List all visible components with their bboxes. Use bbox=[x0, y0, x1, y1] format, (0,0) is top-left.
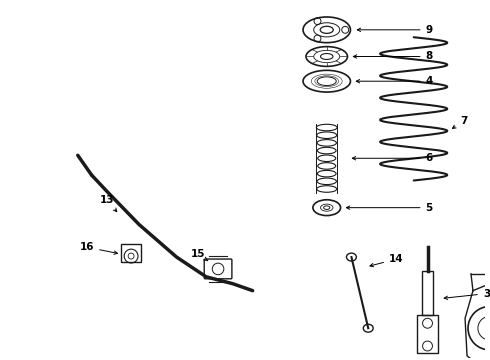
Text: 8: 8 bbox=[353, 51, 433, 62]
Text: 10: 10 bbox=[0, 359, 1, 360]
Bar bbox=[421, 271, 434, 315]
Text: 3: 3 bbox=[444, 289, 490, 300]
Text: 15: 15 bbox=[191, 249, 208, 261]
Text: 12: 12 bbox=[0, 359, 1, 360]
Text: 11: 11 bbox=[0, 359, 1, 360]
Bar bbox=[416, 315, 439, 353]
Text: 14: 14 bbox=[370, 254, 404, 267]
Text: 5: 5 bbox=[346, 203, 433, 213]
Text: 7: 7 bbox=[452, 116, 467, 129]
Text: 17: 17 bbox=[0, 359, 1, 360]
Text: 9: 9 bbox=[357, 25, 433, 35]
Text: 11: 11 bbox=[0, 359, 1, 360]
Text: 2: 2 bbox=[0, 359, 1, 360]
Bar bbox=[121, 244, 141, 262]
Text: 13: 13 bbox=[99, 195, 117, 212]
Text: 6: 6 bbox=[352, 153, 433, 163]
Text: 16: 16 bbox=[80, 242, 118, 254]
Text: 1: 1 bbox=[0, 359, 1, 360]
Text: 4: 4 bbox=[356, 76, 433, 86]
